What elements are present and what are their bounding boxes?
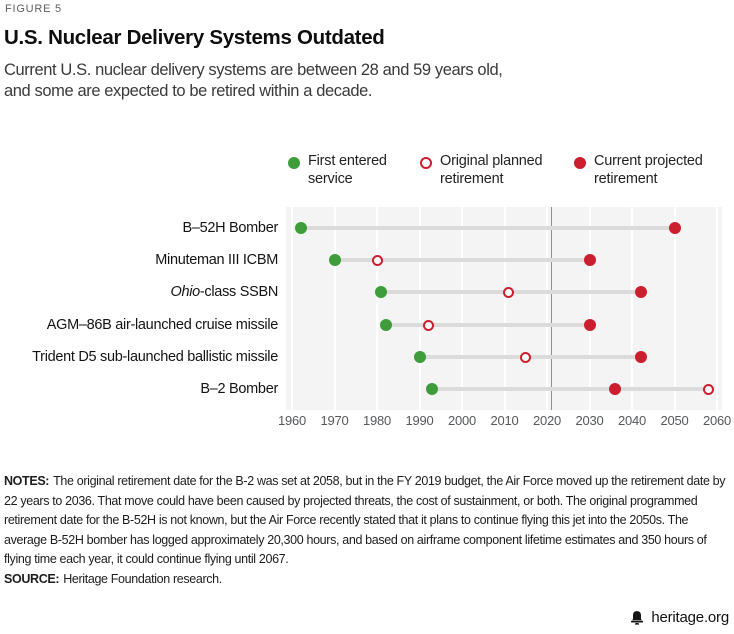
marker-first-entered-service [328, 254, 341, 266]
row-label-text: B–2 Bomber [200, 381, 278, 397]
marker-original-planned-retirement [520, 351, 532, 363]
marker-original-planned-retirement [371, 254, 383, 266]
source-label: SOURCE: [4, 571, 60, 586]
timeline-bar [300, 226, 675, 230]
x-tick-label: 1980 [362, 413, 392, 428]
x-tick-label: 2030 [575, 413, 604, 428]
notes-block: NOTES: The original retirement date for t… [4, 472, 731, 589]
row-label-text: -class SSBN [199, 284, 278, 300]
marker-current-projected-retirement [668, 222, 681, 234]
page-title: U.S. Nuclear Delivery Systems Outdated [4, 26, 385, 49]
row-label-text: Ohio [170, 284, 200, 300]
x-tick-label: 1990 [405, 413, 434, 428]
legend-label: Original planned retirement [440, 153, 543, 187]
x-tick-label: 2010 [490, 413, 519, 428]
marker-original-planned-retirement [422, 319, 434, 331]
legend-label: First entered service [308, 153, 387, 187]
row-label-text: Minuteman III ICBM [155, 252, 278, 268]
row-label-text: Trident D5 sub-launched ballistic missil… [32, 349, 278, 365]
footer-site-label: heritage.org [651, 609, 729, 626]
legend-entry-current_projected_retirement: Current projected retirement [574, 153, 703, 188]
row-label: B–52H Bomber [0, 218, 278, 238]
notes-label: NOTES: [4, 474, 50, 488]
source-line: SOURCE: Heritage Foundation research. [4, 570, 731, 590]
x-axis: 1960 1970 1980 1990 2000 2010 2020 2030 2040 2050… [278, 413, 731, 429]
gridline [716, 207, 718, 410]
marker-original-planned-retirement [703, 383, 714, 395]
legend-label: Current projected retirement [594, 153, 703, 187]
row-label: B–2 Bomber [0, 379, 278, 399]
x-tick-label: 2060 [702, 413, 732, 428]
marker-first-entered-service [426, 383, 439, 395]
marker-current-projected-retirement [583, 254, 596, 266]
gridline [418, 207, 421, 410]
timeline-bar [432, 387, 709, 391]
x-tick-label: 2040 [617, 413, 647, 428]
chart-subtitle: Current U.S. nuclear delivery systems ar… [4, 61, 503, 100]
plot-area [286, 207, 722, 410]
row-label: Trident D5 sub-launched ballistic missil… [0, 347, 278, 367]
marker-current-projected-retirement [583, 319, 596, 331]
timeline-bar [334, 258, 590, 262]
marker-first-entered-service [375, 286, 388, 298]
gridline [631, 207, 633, 410]
x-tick-label: 2050 [660, 413, 689, 428]
row-label-text: AGM–86B air-launched cruise missile [46, 317, 279, 333]
legend-entry-original_planned_retirement: Original planned retirement [420, 153, 543, 188]
marker-current-projected-retirement [634, 286, 647, 298]
row-label: Minuteman III ICBM [0, 250, 278, 270]
gridline [461, 207, 463, 410]
x-tick-label: 2020 [532, 413, 562, 428]
marker-first-entered-service [413, 351, 426, 363]
marker-current-projected-retirement [609, 383, 621, 395]
gridline [588, 207, 591, 410]
row-label: Ohio-class SSBN [0, 282, 278, 302]
marker-original-planned-retirement [503, 286, 515, 298]
footer: heritage.org [629, 609, 729, 626]
source-text: Heritage Foundation research. [63, 571, 222, 586]
marker-first-entered-service [379, 319, 392, 331]
marker-current-projected-retirement [634, 351, 647, 363]
x-tick-label: 2000 [447, 413, 477, 428]
timeline-bar [385, 323, 590, 327]
gridline [291, 207, 293, 410]
x-tick-label: 1970 [320, 413, 349, 428]
row-label-column: B–52H Bomber Minuteman III ICBM Ohio-class… [0, 207, 278, 410]
gridline [546, 207, 548, 410]
gridline [376, 207, 378, 410]
gridline [673, 207, 676, 410]
gridline [333, 207, 336, 410]
notes-text: The original retirement date for the B-2… [4, 474, 726, 566]
heritage-bell-icon [631, 610, 644, 625]
row-label-text: B–52H Bomber [182, 220, 278, 236]
reference-line-current-year [551, 207, 553, 410]
legend-marker-first_entered_service-icon [288, 157, 300, 169]
legend-marker-original_planned_retirement-icon [420, 157, 432, 169]
gridline [503, 207, 506, 410]
marker-first-entered-service [294, 222, 307, 234]
notes-paragraph: NOTES: The original retirement date for t… [4, 472, 731, 570]
row-label: AGM–86B air-launched cruise missile [0, 315, 279, 335]
legend-entry-first_entered_service: First entered service [288, 153, 387, 188]
x-tick-label: 1960 [277, 413, 307, 428]
legend-marker-current_projected_retirement-icon [574, 157, 586, 169]
figure-label: FIGURE 5 [5, 3, 62, 15]
